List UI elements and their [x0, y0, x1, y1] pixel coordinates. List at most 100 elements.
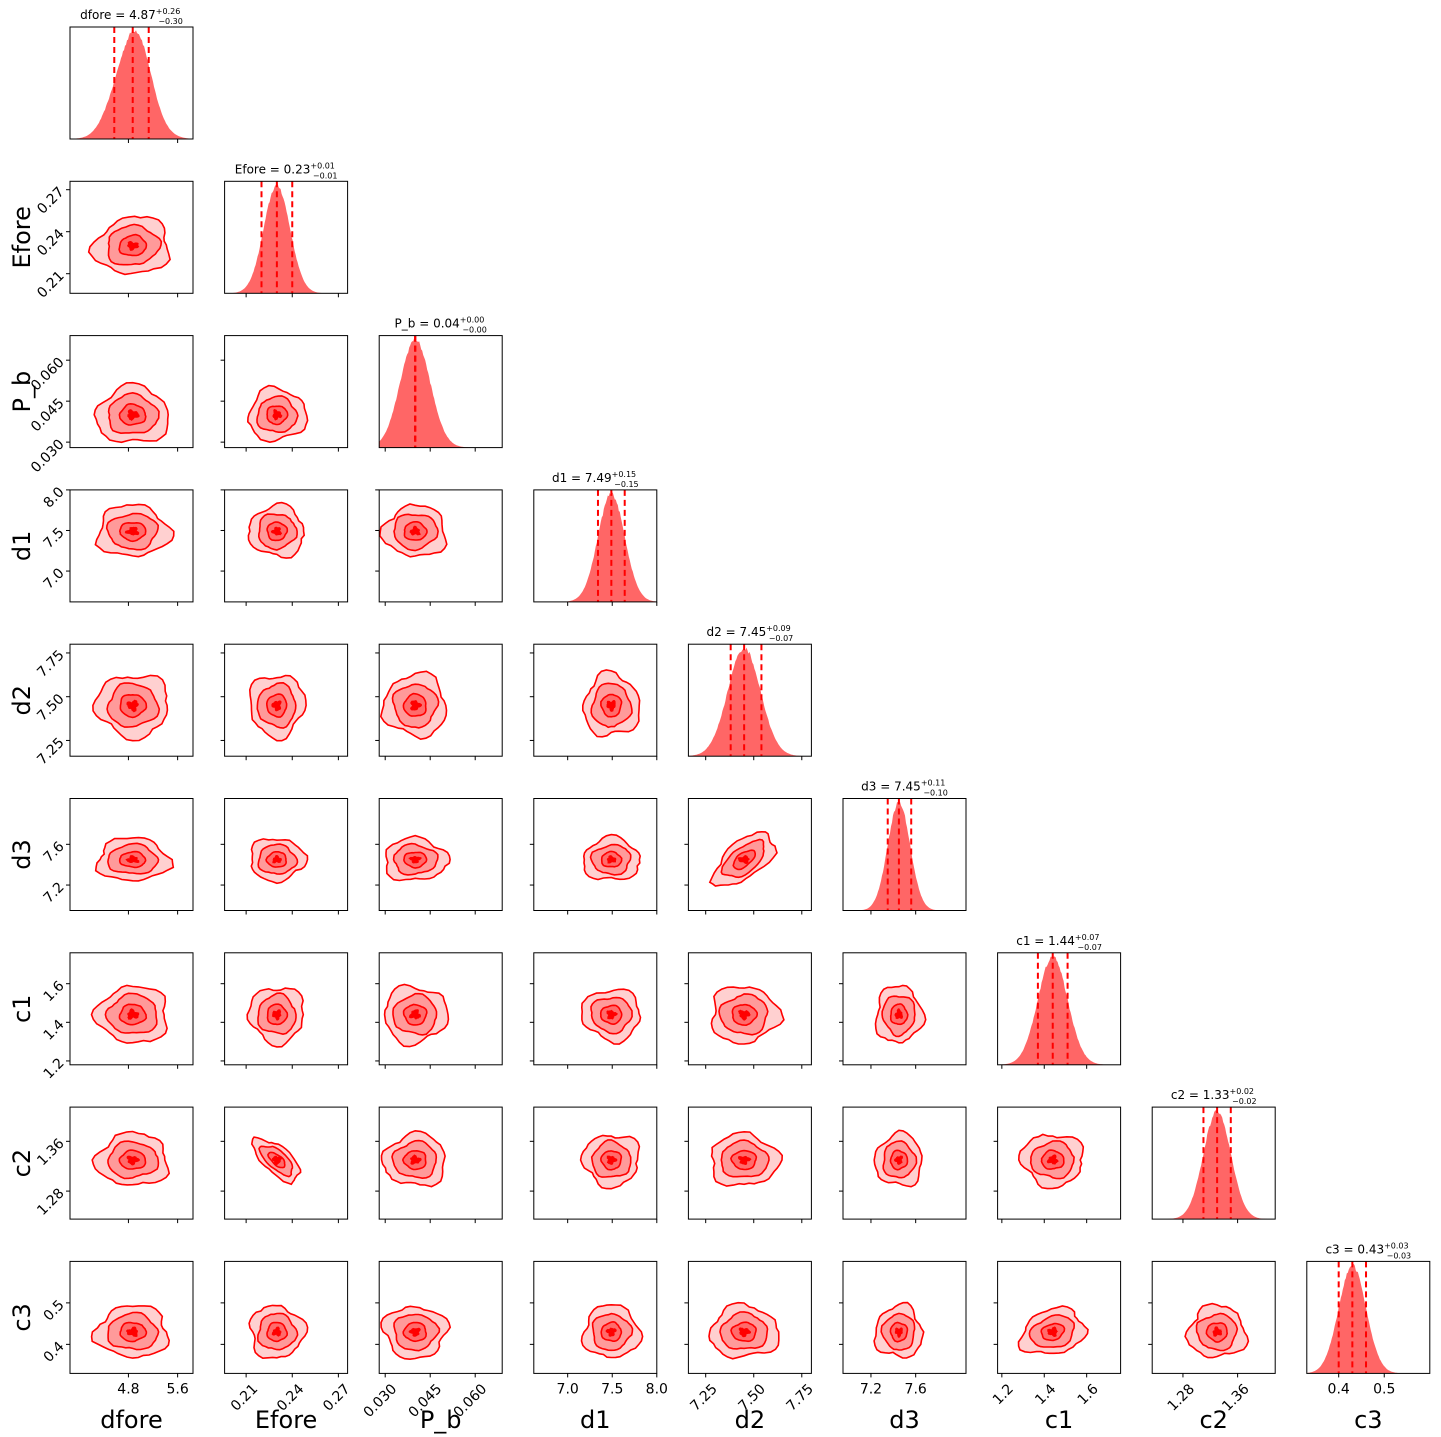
axes-frame	[224, 489, 349, 603]
x-tick-label: 0.27	[320, 1381, 353, 1414]
axes-frame	[533, 798, 658, 911]
histogram-P_b: P_b = 0.04+0.00 −0.00	[378, 316, 503, 452]
contour-core	[271, 700, 282, 712]
y-tick-label: 8.0	[41, 484, 68, 511]
axes-frame	[997, 1106, 1122, 1220]
axes-frame	[224, 643, 349, 757]
histogram-c1: c1 = 1.44+0.07 −0.07	[997, 933, 1122, 1069]
histogram-fill	[843, 801, 966, 911]
axes-frame	[533, 1260, 658, 1374]
y-axis-label-c3: c3	[8, 1303, 36, 1331]
contour-d3-c3: 7.2 7.6	[839, 1260, 967, 1397]
contour-d1-c3: 7.0 7.5 8.0	[529, 1260, 668, 1397]
histogram-d2: d2 = 7.45+0.09 −0.07	[687, 624, 812, 761]
contour-Efore-d3	[220, 798, 349, 915]
y-tick-label: 7.2	[41, 879, 68, 906]
y-tick-label: 7.50	[34, 691, 67, 724]
contour-Efore-d1	[220, 489, 349, 606]
axes-frame	[533, 952, 658, 1066]
y-tick-label: 1.4	[41, 1017, 68, 1044]
histogram-fill	[533, 492, 657, 602]
x-tick-label: 7.0	[557, 1381, 579, 1397]
axes-frame	[1306, 1260, 1431, 1374]
contour-core	[408, 1009, 421, 1020]
axes-frame	[378, 643, 503, 757]
title-d1: d1 = 7.49+0.15 −0.15	[552, 470, 639, 489]
axes-frame	[224, 952, 349, 1066]
y-tick-label: 0.21	[34, 268, 67, 301]
y-tick-label: 7.0	[41, 565, 68, 592]
x-axis-label-c3: c3	[1354, 1406, 1382, 1434]
histogram-Efore: Efore = 0.23+0.01 −0.01	[224, 161, 349, 298]
axes-frame	[224, 1106, 349, 1220]
y-axis-label-d1: d1	[8, 531, 36, 562]
contour-core	[409, 525, 421, 536]
histogram-dfore: dfore = 4.87+0.26 −0.30	[69, 7, 194, 143]
contour-core	[127, 1008, 140, 1020]
axes-frame	[687, 643, 812, 757]
axes-frame	[69, 1260, 194, 1374]
x-tick-label: 7.75	[784, 1381, 817, 1414]
y-axis-label-Efore: Efore	[8, 206, 36, 268]
contour-dfore-Efore: 0.21 0.24 0.27	[34, 180, 194, 301]
contour-dfore-d2: 7.25 7.50 7.75	[34, 643, 194, 768]
y-tick-label: 7.75	[34, 647, 67, 680]
contour-dfore-d1: 7.0 7.5 8.0	[41, 484, 194, 606]
contour-core	[125, 855, 140, 864]
contour-d3-c2	[839, 1106, 967, 1224]
title-Efore: Efore = 0.23+0.01 −0.01	[235, 161, 338, 180]
axes-frame	[997, 1260, 1122, 1374]
x-axis-label-c1: c1	[1045, 1406, 1073, 1434]
contour-core	[737, 1155, 752, 1166]
axes-frame	[687, 1260, 812, 1374]
contour-d1-c2	[529, 1106, 658, 1224]
contour-dfore-c2: 1.28 1.36	[34, 1106, 194, 1224]
axes-frame	[842, 1106, 967, 1220]
title-d2: d2 = 7.45+0.09 −0.07	[707, 624, 794, 643]
contour-core	[408, 1327, 421, 1337]
axes-frame	[378, 489, 503, 603]
axes-frame	[69, 180, 194, 294]
contour-core	[606, 699, 616, 712]
contour-P_b-c2	[375, 1106, 503, 1224]
axes-frame	[378, 1260, 503, 1374]
y-tick-label: 0.27	[34, 184, 67, 217]
axes-frame	[69, 489, 194, 603]
y-axis-label-d3: d3	[8, 839, 36, 870]
axes-frame	[687, 1106, 812, 1220]
x-axis-label-Efore: Efore	[255, 1406, 317, 1434]
x-tick-label: 7.2	[860, 1381, 882, 1397]
contour-core	[126, 1155, 141, 1166]
y-tick-label: 0.030	[28, 436, 68, 476]
axes-frame	[533, 489, 658, 603]
contour-core	[737, 854, 750, 865]
contour-core	[1212, 1326, 1223, 1337]
x-tick-label: 0.4	[1328, 1381, 1350, 1397]
contour-P_b-c1	[375, 952, 503, 1069]
axes-frame	[69, 26, 194, 140]
y-tick-label: 1.36	[34, 1136, 67, 1169]
contour-core	[894, 1008, 904, 1020]
histogram-fill	[70, 30, 193, 139]
contour-d2-c2	[684, 1106, 812, 1224]
histogram-d3: d3 = 7.45+0.11 −0.10	[842, 779, 967, 915]
x-tick-label: 1.2	[990, 1381, 1017, 1408]
histogram-fill	[1306, 1263, 1430, 1374]
contour-d2-d3	[684, 798, 812, 915]
y-tick-label: 1.2	[41, 1055, 68, 1082]
contour-core	[1046, 1154, 1059, 1165]
contour-c1-c2	[993, 1106, 1122, 1224]
contour-core	[606, 855, 617, 864]
histogram-fill	[997, 956, 1121, 1065]
histogram-fill	[224, 183, 348, 294]
x-axis-label-d3: d3	[889, 1406, 920, 1434]
title-c2: c2 = 1.33+0.02 −0.02	[1171, 1087, 1257, 1106]
contour-core	[126, 240, 140, 251]
histogram-fill	[1152, 1110, 1276, 1220]
axes-frame	[378, 798, 503, 911]
contour-c2-c3: 1.28 1.36	[1148, 1260, 1276, 1415]
contour-core	[738, 1327, 752, 1338]
contour-dfore-d3: 7.27.6	[41, 798, 194, 915]
contour-core	[605, 1327, 617, 1337]
contour-d1-c1	[529, 952, 658, 1069]
